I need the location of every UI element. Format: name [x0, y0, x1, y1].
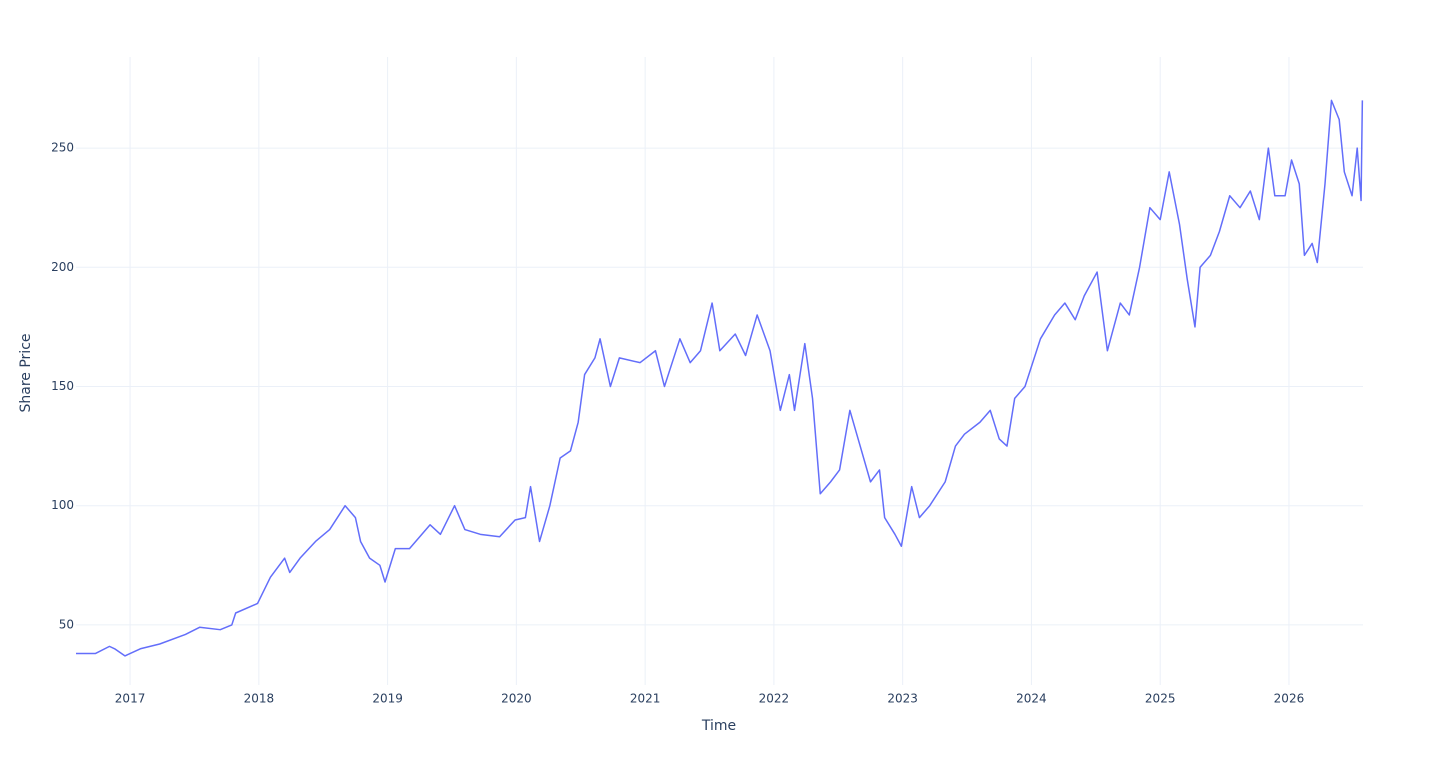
x-tick-label: 2021	[630, 692, 661, 706]
y-axis-title: Share Price	[18, 333, 34, 412]
x-tick-label: 2018	[244, 692, 275, 706]
y-tick-label: 250	[51, 141, 74, 155]
x-tick-label: 2017	[115, 692, 146, 706]
x-tick-label: 2025	[1145, 692, 1176, 706]
y-tick-label: 150	[51, 379, 74, 393]
x-tick-label: 2020	[501, 692, 532, 706]
x-axis-title: Time	[701, 718, 736, 734]
x-tick-label: 2022	[759, 692, 790, 706]
x-tick-label: 2026	[1274, 692, 1305, 706]
y-tick-label: 200	[51, 260, 74, 274]
price-line	[76, 99, 1364, 657]
x-tick-label: 2024	[1016, 692, 1047, 706]
y-tick-label: 100	[51, 498, 74, 512]
y-tick-label: 50	[59, 617, 74, 631]
x-tick-label: 2019	[372, 692, 403, 706]
x-tick-label: 2023	[887, 692, 918, 706]
